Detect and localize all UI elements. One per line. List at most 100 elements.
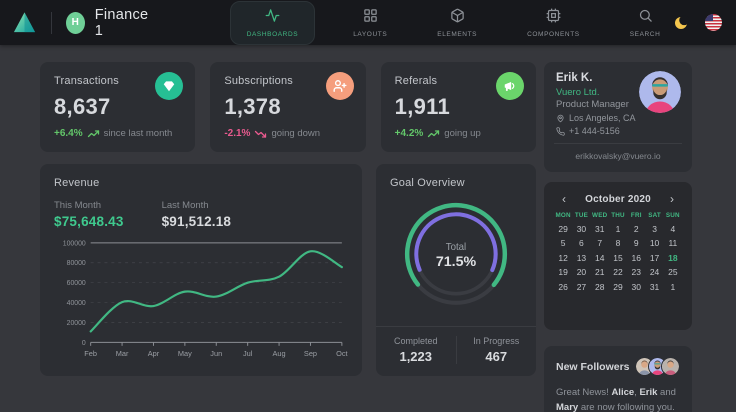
calendar-day-name: WED <box>592 212 608 219</box>
stat-delta: +4.2% <box>394 128 424 139</box>
goal-gauge: Total 71.5% <box>390 195 522 313</box>
language-flag-us[interactable] <box>705 14 723 31</box>
calendar-day[interactable]: 31 <box>649 281 660 292</box>
completed-value: 1,223 <box>399 349 433 364</box>
calendar-day[interactable]: 23 <box>631 267 642 277</box>
calendar-day[interactable]: 17 <box>649 252 660 263</box>
top-navbar: H Finance 1 DASHBOARDS LAYOUTS ELEMENTS <box>0 0 736 45</box>
calendar-day[interactable]: 21 <box>594 267 605 277</box>
cpu-icon <box>546 8 561 28</box>
calendar-day[interactable]: 1 <box>670 281 676 292</box>
tab-layouts[interactable]: LAYOUTS <box>341 3 399 43</box>
calendar-day-name: MON <box>555 212 571 219</box>
svg-text:Sep: Sep <box>304 349 317 358</box>
calendar-day[interactable]: 24 <box>649 267 660 277</box>
calendar-card: ‹ October 2020 › MON TUE WED THU FRI SAT SUN 29… <box>544 182 692 330</box>
calendar-day[interactable]: 10 <box>649 238 660 248</box>
in-progress-value: 467 <box>485 349 508 364</box>
calendar-day-name: SUN <box>665 212 680 219</box>
calendar-day[interactable]: 2 <box>633 223 639 234</box>
calendar-day-name: THU <box>611 212 625 219</box>
last-month-value: $91,512.18 <box>161 214 232 229</box>
follower-avatars <box>635 357 680 376</box>
revenue-title: Revenue <box>54 177 100 189</box>
calendar-day[interactable]: 3 <box>652 223 657 234</box>
calendar-day[interactable]: 29 <box>613 281 623 292</box>
calendar-grid: MON TUE WED THU FRI SAT SUN 29 30 31 1 2 3 4 5 6 7 8 9 10 11… <box>554 212 682 292</box>
dark-mode-toggle-moon-icon[interactable] <box>672 14 690 32</box>
calendar-day[interactable]: 28 <box>594 281 605 292</box>
stat-title: Referals <box>394 75 438 87</box>
calendar-day[interactable]: 26 <box>558 281 568 292</box>
calendar-day[interactable]: 15 <box>613 252 623 263</box>
tab-label: COMPONENTS <box>527 30 580 38</box>
calendar-day-name: FRI <box>630 212 642 219</box>
calendar-day[interactable]: 31 <box>594 223 605 234</box>
profile-role: Product Manager <box>556 99 629 110</box>
tab-label: DASHBOARDS <box>246 30 299 38</box>
follower-avatar[interactable] <box>661 357 680 376</box>
trend-up-icon <box>87 129 100 139</box>
in-progress-label: In Progress <box>473 336 520 346</box>
goal-overview-card: Goal Overview Total 71.5% Completed 1,22 <box>376 164 536 376</box>
referals-card: Referals 1,911 +4.2% going up <box>380 62 536 152</box>
calendar-day[interactable]: 7 <box>597 238 603 248</box>
followers-message: Great News! Alice, Erik and Mary are now… <box>556 387 676 412</box>
svg-text:May: May <box>178 349 192 358</box>
stat-value: 8,637 <box>54 94 111 119</box>
profile-phone: +1 444-5156 <box>569 126 620 136</box>
calendar-day[interactable]: 16 <box>631 252 642 263</box>
grid-icon <box>363 8 378 28</box>
chevron-right-icon[interactable]: › <box>669 192 674 206</box>
project-avatar[interactable]: H <box>65 11 85 34</box>
map-pin-icon <box>556 114 565 123</box>
calendar-day[interactable]: 20 <box>576 267 587 277</box>
calendar-day[interactable]: 30 <box>631 281 642 292</box>
svg-text:Feb: Feb <box>84 349 97 358</box>
chevron-left-icon[interactable]: ‹ <box>562 192 566 206</box>
calendar-day[interactable]: 4 <box>670 223 676 234</box>
stat-delta-note: going down <box>271 128 321 139</box>
trend-down-icon <box>254 129 267 139</box>
svg-text:Apr: Apr <box>148 349 160 358</box>
vuero-logo[interactable] <box>12 10 37 35</box>
calendar-day[interactable]: 22 <box>613 267 623 277</box>
megaphone-icon <box>495 72 524 100</box>
tab-components[interactable]: COMPONENTS <box>515 3 592 43</box>
profile-company-link[interactable]: Vuero Ltd. <box>556 87 600 98</box>
tab-search[interactable]: SEARCH <box>618 3 673 43</box>
calendar-day[interactable]: 6 <box>579 238 584 248</box>
revenue-card: Revenue This Month $75,648.43 Last Month… <box>40 164 362 376</box>
calendar-day[interactable]: 30 <box>576 223 587 234</box>
calendar-day[interactable]: 27 <box>576 281 587 292</box>
svg-text:60000: 60000 <box>67 280 86 287</box>
calendar-day[interactable]: 5 <box>560 238 566 248</box>
svg-text:Jul: Jul <box>243 349 253 358</box>
subscriptions-card: Subscriptions 1,378 -2.1% going down <box>210 62 366 152</box>
svg-text:Oct: Oct <box>336 349 347 358</box>
tab-dashboards[interactable]: DASHBOARDS <box>229 0 316 45</box>
calendar-day[interactable]: 19 <box>558 267 568 277</box>
calendar-day[interactable]: 9 <box>633 238 639 248</box>
svg-text:80000: 80000 <box>67 260 86 267</box>
calendar-day[interactable]: 25 <box>668 267 678 277</box>
transactions-card: Transactions 8,637 +6.4% since last mont… <box>40 62 196 152</box>
revenue-line-chart: 0 20000 40000 60000 80000 100000 Feb Mar Apr May J… <box>54 235 348 372</box>
completed-label: Completed <box>393 336 438 346</box>
calendar-day[interactable]: 14 <box>594 252 605 263</box>
calendar-day[interactable]: 1 <box>615 223 621 234</box>
main-nav: DASHBOARDS LAYOUTS ELEMENTS COMPONENTS S… <box>229 0 673 45</box>
stat-value: 1,378 <box>224 94 281 119</box>
divider <box>554 143 682 144</box>
last-month-label: Last Month <box>161 200 209 211</box>
calendar-day[interactable]: 12 <box>558 252 568 263</box>
calendar-day-selected[interactable]: 18 <box>668 252 678 263</box>
calendar-day[interactable]: 13 <box>576 252 587 263</box>
profile-email: erikkovalsky@vuero.io <box>575 151 661 161</box>
calendar-day[interactable]: 8 <box>615 238 621 248</box>
calendar-day[interactable]: 29 <box>558 223 568 234</box>
profile-location: Los Angeles, CA <box>569 113 636 123</box>
stat-title: Transactions <box>54 75 119 87</box>
calendar-day[interactable]: 11 <box>668 238 678 248</box>
tab-elements[interactable]: ELEMENTS <box>425 3 489 43</box>
